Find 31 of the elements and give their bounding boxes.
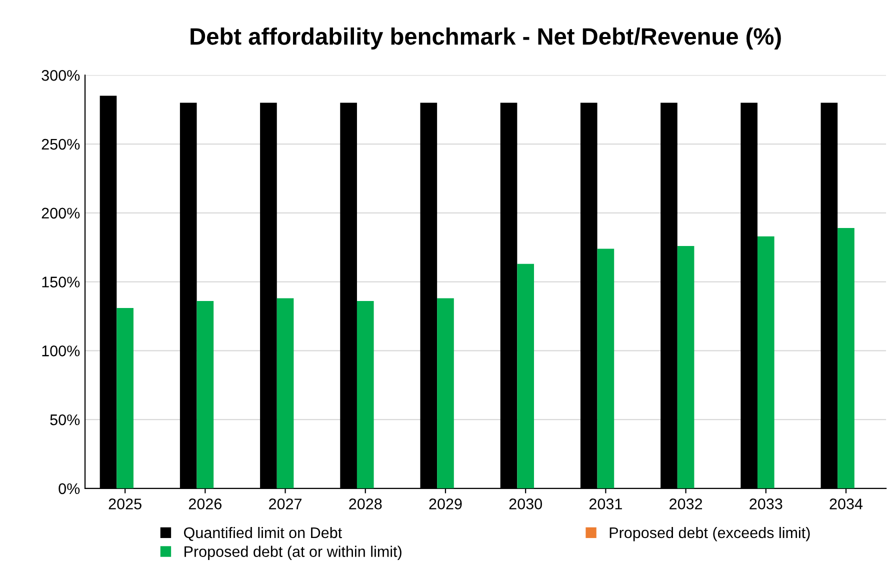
bar — [597, 248, 614, 488]
bar — [116, 308, 134, 488]
y-tick-label: 150% — [42, 276, 80, 288]
chart-title: Debt affordability benchmark - Net Debt/Revenue (%) — [190, 27, 781, 50]
x-tick-label: 2027 — [269, 498, 302, 510]
y-tick-label: 0% — [58, 483, 80, 494]
x-tick-label: 2029 — [429, 498, 462, 510]
y-tick-label: 200% — [42, 208, 80, 219]
x-tick-label: 2026 — [188, 498, 222, 510]
bar — [838, 228, 854, 488]
bar — [757, 236, 774, 488]
x-tick-label: 2031 — [589, 498, 622, 510]
y-tick-label: 50% — [50, 414, 80, 426]
bar — [677, 246, 694, 488]
y-tick-label: 300% — [42, 70, 80, 81]
bar — [356, 301, 374, 488]
legend-label: Quantified limit on Debt — [184, 526, 342, 541]
legend-label: Proposed debt (at or within limit) — [184, 546, 402, 560]
y-tick-label: 250% — [42, 138, 80, 150]
bar — [196, 301, 214, 488]
y-tick-label: 100% — [42, 346, 80, 356]
x-tick-label: 2033 — [750, 498, 782, 510]
x-tick-label: 2030 — [509, 498, 542, 510]
bar — [517, 264, 534, 488]
legend-label: Proposed debt (exceeds limit) — [610, 526, 810, 542]
bar — [276, 298, 294, 488]
x-tick-label: 2032 — [670, 498, 702, 510]
x-tick-label: 2034 — [830, 498, 863, 510]
x-tick-label: 2028 — [349, 498, 382, 510]
bar — [437, 298, 454, 488]
x-tick-label: 2025 — [108, 498, 142, 510]
